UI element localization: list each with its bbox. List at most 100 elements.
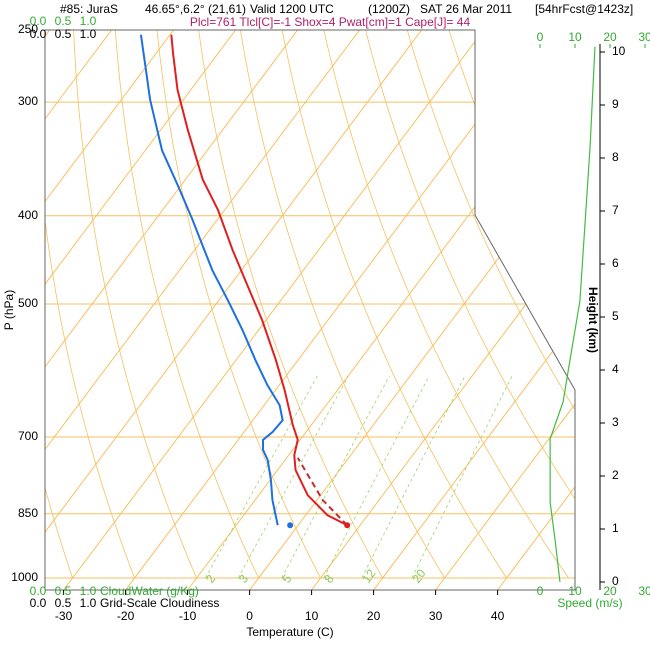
mixing-ratio-line [361,375,466,579]
cloud-scale-label: 1.0 [80,27,97,41]
location: 46.65°,6.2° (21,61) [145,2,246,16]
speed-line [549,46,596,583]
y-tick-label: 850 [18,506,38,520]
y2-axis-title: Height (km) [586,287,600,353]
speed-tick-label: 0 [537,30,544,44]
mixing-ratio-line [237,375,349,579]
dry-adiabat [281,30,507,579]
speed-tick-label: 10 [568,30,582,44]
dry-adiabat [156,30,321,579]
mixing-ratio-line [411,375,513,579]
mixing-ratio-label: 12 [359,566,378,585]
mixing-ratio-label: 3 [236,572,251,586]
isotherm [435,30,575,590]
speed-axis-title: Speed (m/s) [557,596,622,610]
profile-line [139,34,284,526]
background-grid [45,30,650,590]
y2-tick-label: 3 [612,415,619,429]
y2-tick-label: 7 [612,203,619,217]
mixing-ratio-label: 5 [279,572,294,586]
speed-tick-label: 30 [638,584,650,598]
isotherm [249,30,575,590]
isotherm [373,30,575,590]
cloud-scale-label: 0.5 [55,596,72,610]
x-tick-label: -20 [117,609,135,623]
isotherm [45,30,361,590]
isotherm [45,30,112,590]
y2-tick-label: 6 [612,256,619,270]
valid-z: (1200Z) [368,2,410,16]
y2-tick-label: 9 [612,97,619,111]
x-tick-label: -30 [55,609,73,623]
x-tick-label: 30 [429,609,443,623]
speed-tick-label: 10 [568,584,582,598]
isotherm [187,30,575,590]
cloud-scale-label: 0.0 [30,584,47,598]
mixing-ratio-label: 8 [321,572,336,586]
cloud-scale-label: 1.0 [80,584,97,598]
cloud-scale-label: 0.0 [30,596,47,610]
mixing-ratio-label: 2 [203,572,218,586]
x-tick-label: 10 [305,609,319,623]
dry-adiabat [45,30,73,579]
plot-frame [44,29,576,591]
y2-tick-label: 0 [612,574,619,588]
x-axis-title: Temperature (C) [246,625,333,639]
cloud-scale-label: 0.5 [55,14,72,28]
cloud-scale-label: 0.0 [30,27,47,41]
mixing-ratio-label: 20 [409,566,428,585]
x-tick-label: 20 [367,609,381,623]
speed-tick-label: 0 [537,584,544,598]
dry-adiabat [240,30,445,579]
mixing-ratio-line [205,375,318,579]
surface-point [287,522,294,529]
y-axis-title: P (hPa) [2,290,16,330]
isotherm [45,30,237,590]
isotherm [125,30,546,590]
valid-time: Valid 1200 UTC [250,2,334,16]
profile-line [296,457,348,526]
y-tick-label: 250 [18,22,38,36]
y2-tick-label: 10 [612,44,626,58]
y2-tick-label: 1 [612,521,619,535]
cloudiness-label: Grid-Scale Cloudiness [100,596,219,610]
y2-tick-label: 5 [612,309,619,323]
speed-tick-label: 30 [638,30,650,44]
isotherm [45,30,299,590]
y-tick-label: 1000 [11,570,38,584]
speed-tick-label: 20 [603,30,617,44]
profile-line [170,34,348,527]
date: SAT 26 Mar 2011 [420,2,512,16]
cloud-water-label: CloudWater (g/Kg) [100,584,199,598]
y-tick-label: 700 [18,429,38,443]
y2-tick-label: 4 [612,362,619,376]
cloud-scale-label: 0.0 [30,14,47,28]
cloud-scale-label: 1.0 [80,14,97,28]
dry-adiabat [73,30,197,579]
dry-adiabat [323,30,569,579]
cloud-scale-label: 0.5 [55,27,72,41]
y-tick-label: 300 [18,94,38,108]
forecast: [54hrFcst@1423z] [535,2,633,16]
dry-adiabat [198,30,383,579]
chart-title: #85: JuraS [60,2,118,16]
x-tick-label: 40 [491,609,505,623]
y-tick-label: 400 [18,208,38,222]
subtitle: Plcl=761 Tlcl[C]=-1 Shox=4 Pwat[cm]=1 Ca… [190,15,471,29]
x-tick-label: -10 [179,609,197,623]
dry-adiabat [365,30,575,579]
mixing-ratio-line [281,375,390,579]
speed-tick-label: 20 [603,584,617,598]
y-tick-label: 500 [18,296,38,310]
isotherm [63,30,485,590]
dry-adiabat [573,30,575,579]
x-tick-label: 0 [246,609,253,623]
cloud-scale-label: 1.0 [80,596,97,610]
dry-adiabat [616,30,650,578]
isotherm [497,30,575,590]
dry-adiabat [45,30,135,579]
isotherm [311,30,575,590]
cloud-scale-label: 0.5 [55,584,72,598]
y2-tick-label: 8 [612,150,619,164]
